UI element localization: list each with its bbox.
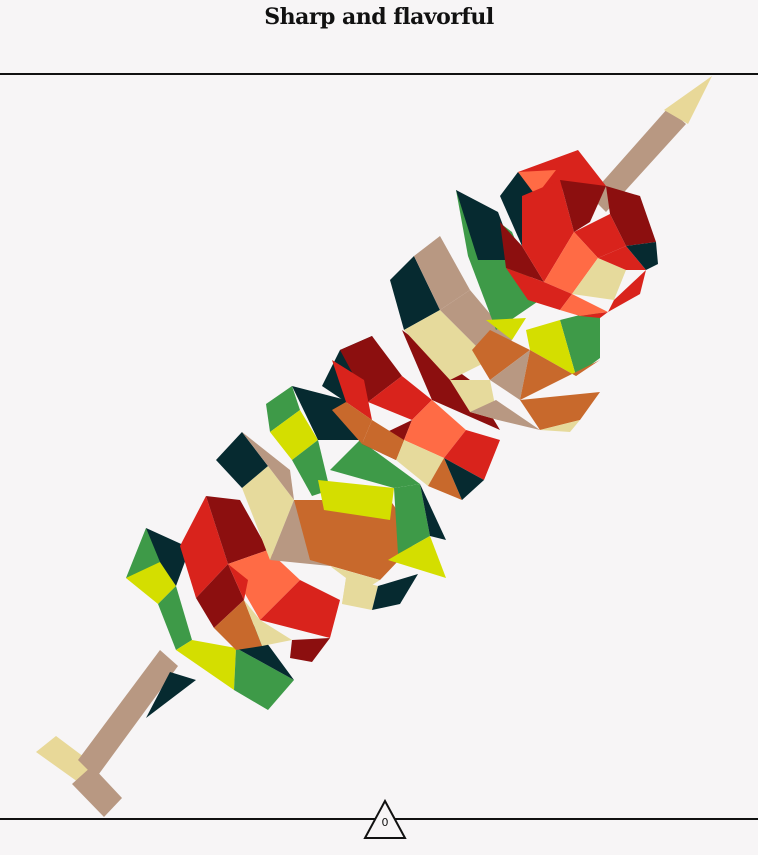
pepper-chunk-2 (266, 386, 446, 578)
tomato-chunk-3 (500, 150, 658, 318)
tomato-chunk-1 (180, 496, 340, 662)
top-divider (0, 73, 758, 75)
onion-chunk-2 (390, 190, 600, 432)
skewer-stick (36, 76, 712, 817)
onion-chunk-1 (216, 432, 418, 610)
page-title: Sharp and flavorful (264, 4, 494, 30)
page-number: 0 (381, 816, 389, 829)
kebab-illustration (36, 76, 712, 817)
page-marker-triangle-icon (363, 798, 407, 839)
